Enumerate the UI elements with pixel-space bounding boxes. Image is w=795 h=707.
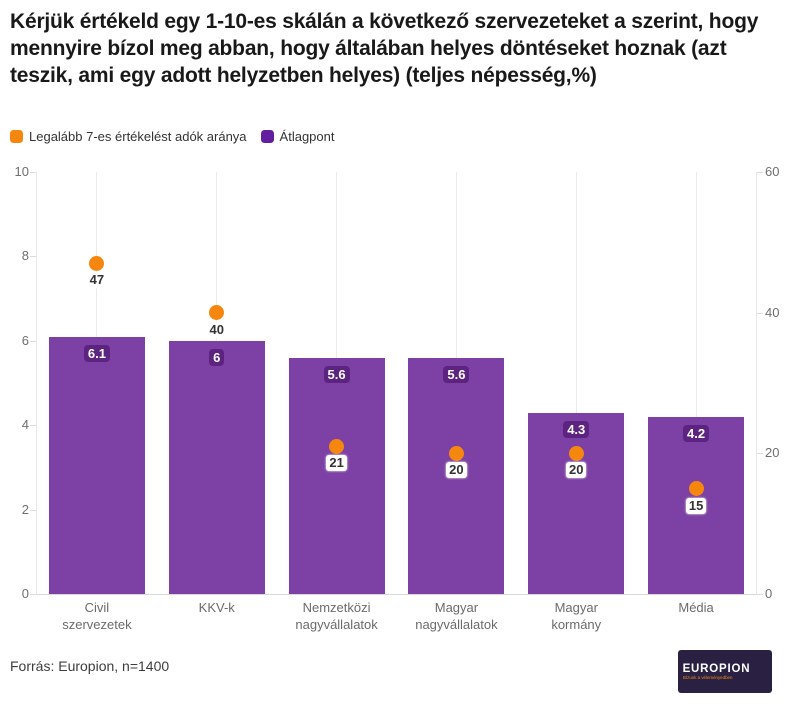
bar [288, 357, 385, 594]
left-axis-tick-label: 0 [21, 586, 29, 601]
scatter-dot [688, 481, 704, 496]
dot-value-label: 20 [546, 462, 606, 479]
bar [528, 412, 625, 594]
left-axis-tick [30, 594, 36, 595]
right-axis-tick-label: 0 [765, 586, 773, 601]
logo-text: EUROPION Bízunk a véleményedben [683, 663, 773, 681]
left-axis-tick [30, 340, 36, 342]
chart-title: Kérjük értékeld egy 1-10-es skálán a köv… [10, 10, 759, 88]
bar-value-label: 5.6 [408, 365, 504, 383]
bar-value-label: 6.1 [49, 344, 145, 362]
x-category-label: Civil szervezetek [62, 600, 132, 632]
bar-value-label: 4.3 [528, 420, 624, 438]
bar-value-label: 4.2 [648, 424, 744, 442]
scatter-dot [209, 305, 225, 321]
right-axis-tick-label: 60 [765, 164, 780, 179]
dot-value-badge: 15 [685, 497, 707, 514]
category-gridline [575, 172, 577, 594]
left-axis-tick [30, 425, 36, 427]
scatter-dot [448, 445, 464, 461]
scatter-dot [89, 255, 105, 271]
dot-value-badge: 40 [206, 321, 227, 338]
logo-tagline: Bízunk a véleményedben [682, 674, 732, 680]
legend-label-average: Átlagpont [279, 129, 335, 144]
dot-value-label: 40 [187, 321, 247, 338]
bar-value-badge: 6 [209, 348, 225, 366]
bar-value-badge: 4.2 [683, 424, 710, 442]
x-category-label: Nemzetközi nagyvállalatok [295, 600, 378, 632]
source-note: Forrás: Europion, n=1400 [10, 658, 170, 674]
dot-value-badge: 21 [326, 455, 347, 472]
bar-value-label: 6 [169, 348, 265, 366]
legend-item-share: Legalább 7-es értékelést adók aránya [10, 129, 247, 144]
x-category-label: Magyar kormány [551, 600, 602, 632]
right-axis-tick [757, 312, 763, 314]
x-category-label: KKV-k [198, 600, 235, 615]
dot-value-badge: 20 [446, 462, 467, 479]
right-axis-tick [757, 453, 763, 455]
dot-value-label: 20 [426, 462, 486, 479]
plot-area: 0 2 4 6 8 10 0 20 40 60 Civil szervezetek KKV-k Nemz… [15, 164, 780, 632]
dot-value-badge: 47 [86, 272, 108, 289]
right-axis-tick [757, 594, 763, 595]
category-gridline [695, 172, 697, 594]
x-category-label: Magyar nagyvállalatok [415, 600, 498, 632]
left-axis-tick [30, 509, 36, 511]
dot-value-label: 47 [67, 272, 127, 289]
left-axis-tick-label: 8 [21, 248, 29, 264]
legend-marker-average-icon [260, 130, 274, 143]
left-axis-tick [30, 172, 36, 173]
bar-value-label: 5.6 [289, 365, 385, 383]
logo-brand: EUROPION [682, 662, 751, 675]
right-axis-tick-label: 20 [765, 445, 780, 461]
right-axis-tick [757, 172, 763, 173]
legend: Legalább 7-es értékelést adók aránya Átl… [10, 129, 334, 144]
legend-item-average: Átlagpont [260, 129, 335, 144]
legend-label-share: Legalább 7-es értékelést adók aránya [29, 129, 247, 144]
left-axis-tick-label: 10 [14, 164, 29, 179]
scatter-dot [568, 445, 584, 461]
dot-value-label: 15 [666, 497, 726, 514]
left-axis-tick-label: 2 [21, 501, 29, 517]
dot-value-badge: 20 [566, 462, 587, 479]
dot-value-label: 21 [307, 455, 367, 472]
bar-value-badge: 5.6 [323, 365, 350, 383]
bar [48, 336, 145, 594]
bar [168, 340, 265, 594]
legend-marker-share-icon [10, 130, 23, 143]
bar-value-badge: 4.3 [563, 420, 590, 438]
left-axis-tick-label: 4 [21, 417, 29, 433]
x-category-label: Média [678, 600, 714, 615]
right-axis-tick-label: 40 [765, 304, 780, 320]
left-axis-tick [30, 256, 36, 258]
scatter-dot [329, 438, 345, 454]
bar-value-badge: 5.6 [443, 365, 470, 383]
left-axis-tick-label: 6 [21, 332, 29, 348]
bar-value-badge: 6.1 [83, 344, 110, 362]
europion-logo: EUROPION Bízunk a véleményedben [678, 650, 772, 693]
